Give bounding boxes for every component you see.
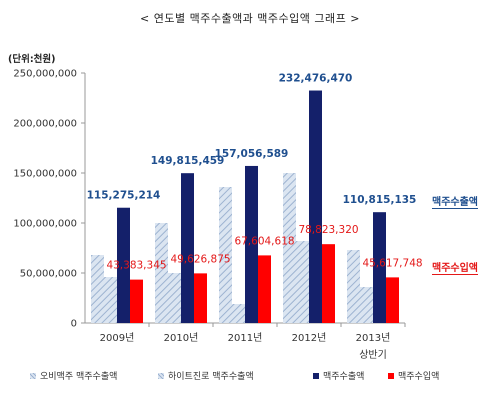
legend-label: 오비맥주 맥주수출액 [40,372,118,382]
import-data-label: 45,617,748 [362,257,422,269]
export-data-label: 110,815,135 [343,194,417,206]
import-bar [130,279,143,323]
legend-swatch [313,372,319,379]
obi-export-bar [91,255,104,323]
hite-export-bar [360,287,373,323]
side-legend-export: 맥주수출액 [432,193,478,209]
unit-label: (단위:천원) [8,54,56,65]
import-data-label: 78,823,320 [298,224,358,236]
import-data-label: 43,383,345 [106,260,166,272]
legend-label: 하이트진로 맥주수출액 [168,372,254,382]
legend-item: 맥주수출액 [313,369,364,382]
x-tick-label: 2009년 [100,332,135,344]
x-tick-label: 2012년 [292,332,327,344]
export-data-label: 232,476,470 [279,73,353,85]
import-data-label: 49,626,875 [170,253,230,265]
export-bar [181,173,194,323]
y-tick-label: 150,000,000 [13,169,77,180]
y-tick-label: 100,000,000 [13,219,77,230]
import-bar [322,244,335,323]
export-data-label: 157,056,589 [215,148,289,160]
legend-item: 하이트진로 맥주수출액 [158,369,254,382]
chart-labels: 2009년 115,275,214 43,383,345 2010년 149,815,4… [87,73,423,361]
obi-export-bar [155,223,168,323]
legend-item: 오비맥주 맥주수출액 [30,369,117,382]
y-tick-label: 200,000,000 [13,119,77,130]
chart-bars [91,90,399,323]
y-tick-label: 50,000,000 [20,269,77,280]
x-tick-label: 상반기 [359,349,387,361]
import-bar [194,273,207,323]
y-tick-label: 250,000,000 [13,69,77,80]
hite-export-bar [168,273,181,323]
legend-swatch [388,372,394,379]
side-legend-import: 맥주수입액 [432,259,478,275]
x-tick-label: 2010년 [164,332,199,344]
hite-export-bar [296,241,309,323]
obi-export-bar [347,250,360,323]
import-bar [386,277,399,323]
obi-export-bar [219,187,232,323]
x-tick-label: 2011년 [228,332,263,344]
export-data-label: 149,815,459 [151,155,225,167]
legend-swatch [30,372,36,379]
legend-item: 맥주수입액 [388,369,439,382]
export-bar [245,165,258,323]
export-bar [117,207,130,323]
import-bar [258,255,271,323]
export-bar [309,90,322,323]
x-tick-label: 2013년 [356,332,391,344]
obi-export-bar [283,173,296,323]
y-tick-label: 0 [71,319,77,330]
legend-label: 맥주수입액 [398,372,440,382]
export-data-label: 115,275,214 [87,190,161,202]
hite-export-bar [104,277,117,323]
legend-label: 맥주수출액 [323,372,365,382]
chart-title: < 연도별 맥주수출액과 맥주수입액 그래프 > [140,12,360,25]
hite-export-bar [232,304,245,323]
export-bar [373,212,386,323]
legend-swatch [158,372,164,379]
import-data-label: 67,604,618 [234,235,294,247]
